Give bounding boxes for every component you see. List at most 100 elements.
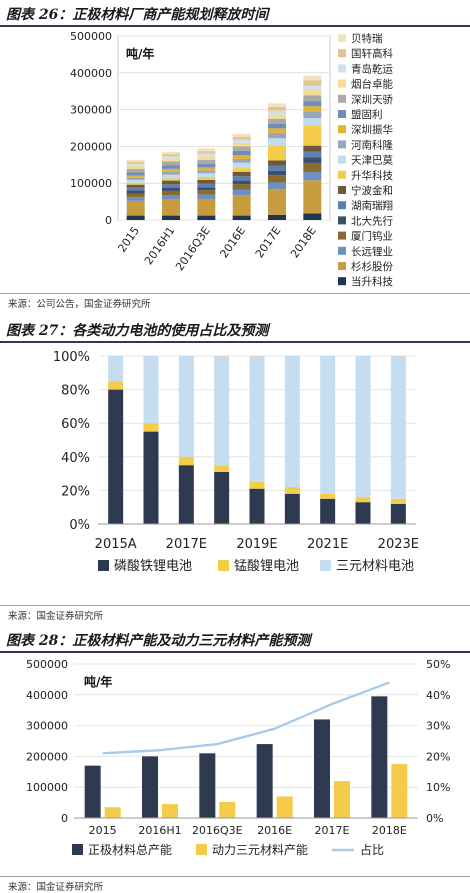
figure-1-source-rule bbox=[0, 293, 470, 294]
legend-label: 贝特瑞 bbox=[351, 33, 383, 45]
bar-segment bbox=[268, 160, 286, 166]
x-tick-label: 2015 bbox=[89, 824, 117, 837]
legend-swatch bbox=[338, 34, 346, 42]
capacity-ternary-chart: 0 100000 200000 300000 400000 500000 0% 10% 20% 3… bbox=[26, 658, 450, 857]
legend-label: 当升科技 bbox=[351, 275, 393, 288]
bar-segment bbox=[178, 465, 194, 524]
bar-segment bbox=[232, 136, 251, 140]
bar-segment bbox=[284, 356, 300, 488]
bar-segment bbox=[126, 163, 145, 166]
y-tick-label: 0 bbox=[61, 812, 68, 825]
bar-segment bbox=[268, 128, 286, 133]
bar-segment bbox=[232, 189, 251, 196]
bar-segment bbox=[268, 170, 286, 176]
bar-segment bbox=[162, 215, 180, 220]
bar-segment bbox=[197, 163, 216, 168]
figure-3: 图表 28：正极材料产能及动力三元材料产能预测 0 100000 200000 300… bbox=[0, 627, 470, 893]
bar bbox=[199, 753, 216, 818]
bar-segment bbox=[232, 184, 251, 190]
legend-swatch bbox=[338, 140, 346, 149]
legend-label: 天津巴莫 bbox=[351, 155, 393, 167]
x-tick-label: 2016Q3E bbox=[173, 224, 213, 273]
bar-segment bbox=[268, 114, 286, 119]
bar-segment bbox=[197, 199, 216, 216]
bar-segment bbox=[126, 190, 145, 194]
bar-segment bbox=[355, 502, 371, 524]
x-tick-label: 2018E bbox=[288, 224, 319, 260]
bar bbox=[314, 719, 330, 818]
x-tick-label: 2015 bbox=[115, 224, 142, 254]
bar-segment bbox=[197, 148, 216, 152]
bar-segment bbox=[197, 151, 216, 154]
bar-segment bbox=[268, 145, 286, 161]
x-tick-label: 2015A bbox=[95, 537, 137, 552]
bar bbox=[334, 781, 350, 818]
figure-2-title-rule bbox=[0, 341, 470, 343]
bar-segment bbox=[232, 150, 251, 156]
legend-label: 占比 bbox=[360, 842, 384, 857]
bar bbox=[371, 696, 388, 818]
bar-segment bbox=[143, 356, 159, 424]
figure-1-source: 来源：公司公告，国金证券研究所 bbox=[8, 299, 151, 310]
bar-segment bbox=[303, 75, 322, 81]
y2-tick-label: 10% bbox=[426, 781, 450, 794]
figure-3-source-rule bbox=[0, 876, 470, 877]
y-tick-label: 300000 bbox=[70, 104, 112, 117]
bar-segment bbox=[303, 162, 322, 173]
bar-segment bbox=[162, 171, 180, 175]
bar-segment bbox=[232, 195, 251, 216]
bar-segment bbox=[303, 157, 322, 163]
legend-swatch bbox=[338, 170, 346, 179]
bar bbox=[219, 801, 236, 818]
figure-3-title: 图表 28：正极材料产能及动力三元材料产能预测 bbox=[6, 633, 311, 649]
legend-label: 长远锂业 bbox=[351, 245, 393, 258]
y-tick-label: 500000 bbox=[26, 658, 68, 671]
bar-segment bbox=[303, 106, 322, 112]
bar-segment bbox=[320, 356, 336, 494]
legend-swatch bbox=[320, 560, 331, 571]
bar-segment bbox=[162, 190, 180, 196]
x-tick-label: 2017E bbox=[166, 537, 207, 552]
bar-segment bbox=[303, 95, 322, 102]
y-tick-label: 100000 bbox=[70, 177, 112, 190]
bar-segment bbox=[303, 180, 322, 214]
x-tick-label: 2018E bbox=[372, 824, 407, 837]
bar-segment bbox=[162, 161, 180, 166]
legend-swatch bbox=[338, 94, 346, 103]
bar-segment bbox=[197, 194, 216, 200]
bar-segment bbox=[268, 123, 286, 129]
bar bbox=[256, 744, 273, 818]
plot-area bbox=[117, 35, 331, 221]
bar-segment bbox=[320, 498, 336, 524]
bar-segment bbox=[126, 179, 145, 183]
x-tick-label: 2017E bbox=[315, 824, 350, 837]
bar bbox=[162, 804, 178, 818]
x-tick-label: 2023E bbox=[378, 537, 419, 552]
legend-swatch bbox=[196, 844, 207, 855]
legend-swatch bbox=[338, 262, 346, 270]
bar-segment bbox=[126, 168, 145, 173]
bar-segment bbox=[268, 189, 286, 215]
bar-segment bbox=[126, 182, 145, 185]
bar-segment bbox=[197, 176, 216, 180]
legend-label: 深圳振华 bbox=[351, 123, 393, 136]
y-tick-label: 20% bbox=[61, 484, 90, 499]
legend-swatch bbox=[338, 186, 346, 194]
legend-label: 深圳天骄 bbox=[351, 94, 393, 106]
legend-label: 盟固利 bbox=[351, 109, 383, 121]
bar-segment bbox=[303, 145, 322, 152]
bar-segment bbox=[268, 214, 286, 220]
bar bbox=[142, 756, 158, 818]
unit-label: 吨/年 bbox=[84, 674, 112, 689]
y-tick-label: 400000 bbox=[26, 689, 68, 702]
figure-1: 图表 26：正极材料厂商产能规划释放时间 0 100000 200000 300000… bbox=[0, 0, 470, 310]
bar-segment bbox=[303, 118, 322, 126]
legend-swatch bbox=[338, 110, 346, 118]
bar-segment bbox=[197, 153, 216, 157]
bar-segment bbox=[249, 488, 265, 524]
unit-label: 吨/年 bbox=[126, 46, 154, 61]
x-tick-label: 2016E bbox=[217, 224, 248, 260]
bar-segment bbox=[232, 139, 251, 143]
legend-label: 烟台卓能 bbox=[351, 78, 393, 91]
